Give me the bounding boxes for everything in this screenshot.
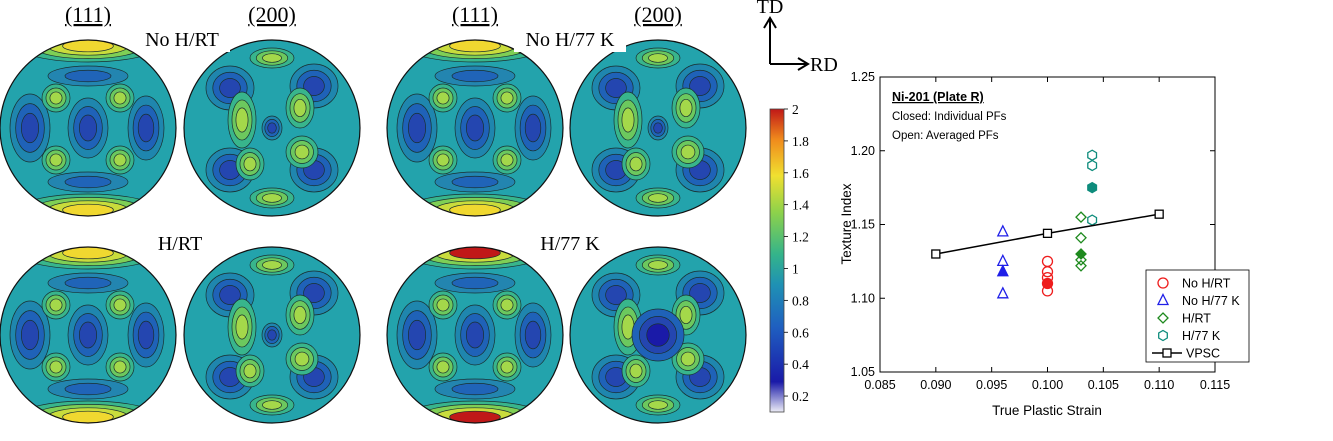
y-tick-label: 1.05	[851, 365, 875, 379]
data-point-open	[1154, 209, 1164, 219]
index-label-111-a: (111)	[65, 2, 111, 27]
data-point-open	[1087, 149, 1098, 161]
legend-marker	[1162, 348, 1172, 358]
colorbar-tick-label: 1.8	[792, 134, 809, 149]
series-vpsc	[931, 209, 1164, 259]
data-point-closed	[996, 264, 1009, 277]
data-point-open	[1075, 259, 1087, 272]
legend-marker	[1158, 329, 1168, 342]
condition-label-h-77k: H/77 K	[540, 233, 600, 255]
index-label-111-b: (111)	[452, 2, 498, 27]
legend-item: No H/77 K	[1156, 293, 1240, 308]
texture-index-chart: 0.085 0.090 0.095 0.100 0.105 0.110 0.115 1.05 1…	[839, 70, 1250, 418]
data-point-open	[1075, 253, 1087, 266]
y-tick-label: 1.15	[851, 218, 875, 232]
x-tick-label: 0.090	[920, 378, 951, 392]
pole-figure-2	[183, 39, 361, 217]
y-tick-label: 1.10	[851, 291, 875, 305]
pole-figure-headers: (111) (200) (111) (200)	[65, 2, 682, 27]
data-point-closed	[1087, 181, 1098, 194]
x-tick-label: 0.105	[1088, 378, 1119, 392]
legend-item: VPSC	[1152, 347, 1220, 361]
x-tick-label: 0.085	[864, 378, 895, 392]
data-point-open	[1075, 231, 1087, 244]
legend-marker	[1157, 312, 1169, 324]
colorbar-tick-label: 0.8	[792, 293, 809, 308]
x-tick-label: 0.095	[976, 378, 1007, 392]
colorbar-tick-label: 0.4	[792, 357, 809, 372]
data-point-closed	[1075, 248, 1087, 260]
legend-label: No H/RT	[1182, 277, 1231, 291]
legend-item: H/77 K	[1158, 329, 1221, 343]
x-tick-label: 0.110	[1144, 378, 1174, 392]
colorbar-tick-label: 1.2	[792, 230, 809, 245]
chart-legend: No H/RT No H/77 K H/RT H/77 K VPSC	[1145, 269, 1250, 363]
sample-axes: TD RD	[757, 0, 838, 76]
series-no-h-77-k	[996, 224, 1009, 299]
pole-figure-6	[183, 246, 361, 424]
pole-figure-1	[0, 39, 177, 217]
y-tick-label: 1.20	[851, 144, 875, 158]
y-axis-label: Texture Index	[839, 183, 854, 264]
pole-figure-7	[386, 246, 564, 424]
colorbar: 2 1.8 1.6 1.4 1.2 1 0.8 0.6 0.4 0.2	[769, 102, 809, 413]
condition-label-no-h-77k: No H/77 K	[526, 29, 615, 51]
chart-subtitle-closed: Closed: Individual PFs	[892, 111, 1007, 123]
chart-subtitle-open: Open: Averaged PFs	[892, 130, 999, 142]
legend-marker	[1156, 293, 1170, 306]
colorbar-tick-label: 0.2	[792, 389, 809, 404]
legend-label: No H/77 K	[1182, 294, 1240, 308]
colorbar-tick-label: 1.6	[792, 166, 809, 181]
x-tick-label: 0.115	[1200, 378, 1230, 392]
legend-label: VPSC	[1186, 347, 1220, 361]
x-tick-label: 0.100	[1032, 378, 1063, 392]
chart-title: Ni-201 (Plate R)	[892, 90, 984, 104]
data-point-open	[996, 224, 1009, 237]
data-point-open	[1087, 159, 1098, 172]
pole-figure-8	[569, 246, 747, 424]
series-h-77-k	[1087, 149, 1098, 226]
pole-figures	[0, 39, 747, 424]
colorbar-gradient	[769, 108, 785, 413]
rd-label: RD	[810, 54, 838, 76]
legend-box	[1145, 269, 1250, 363]
series-no-h-rt	[1041, 255, 1054, 297]
data-point-closed	[1041, 277, 1054, 290]
td-label: TD	[757, 0, 784, 18]
index-label-200-b: (200)	[634, 2, 682, 27]
data-point-open	[1042, 228, 1053, 239]
condition-label-no-h-rt: No H/RT	[145, 29, 219, 51]
data-point-open	[996, 286, 1009, 299]
colorbar-tick-label: 0.6	[792, 325, 809, 340]
condition-label-h-rt: H/RT	[158, 233, 202, 255]
legend-label: H/77 K	[1182, 329, 1221, 343]
x-axis-label: True Plastic Strain	[992, 403, 1102, 418]
colorbar-tick-label: 2	[792, 102, 799, 117]
data-point-open	[1075, 211, 1087, 224]
legend-marker	[1157, 277, 1169, 289]
y-tick-label: 1.25	[851, 70, 875, 84]
colorbar-tick-label: 1	[792, 261, 799, 276]
pole-figure-3	[386, 39, 564, 217]
data-point-open	[931, 249, 941, 259]
colorbar-tick-label: 1.4	[792, 198, 809, 213]
pole-figure-4	[569, 39, 747, 217]
condition-labels: No H/RT No H/77 K H/RT H/77 K	[134, 26, 626, 255]
legend-item: H/RT	[1157, 312, 1211, 326]
legend-item: No H/RT	[1157, 277, 1231, 291]
index-label-200-a: (200)	[248, 2, 296, 27]
data-point-open	[1041, 255, 1054, 268]
pole-figure-5	[0, 246, 177, 424]
legend-label: H/RT	[1182, 312, 1211, 326]
series-h-rt	[1075, 211, 1087, 272]
